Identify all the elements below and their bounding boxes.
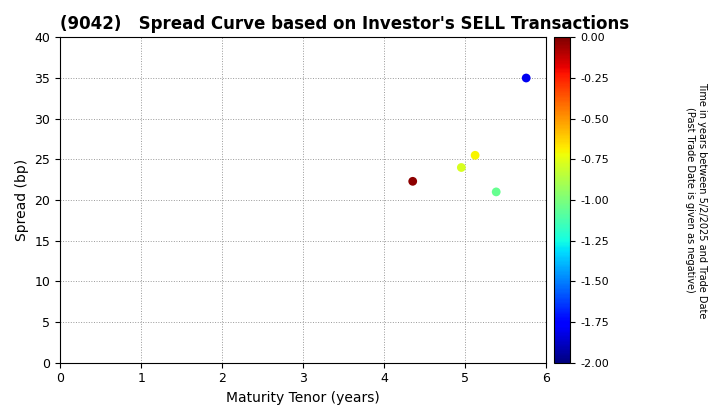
Point (469, 152, 481, 159)
Text: (9042)   Spread Curve based on Investor's SELL Transactions: (9042) Spread Curve based on Investor's … (60, 15, 629, 33)
Y-axis label: Time in years between 5/2/2025 and Trade Date
(Past Trade Date is given as negat: Time in years between 5/2/2025 and Trade… (685, 82, 707, 318)
Point (407, 178, 418, 185)
Point (521, 75, 532, 81)
Point (456, 164, 467, 171)
Y-axis label: Spread (bp): Spread (bp) (15, 159, 29, 241)
Point (490, 189, 502, 195)
X-axis label: Maturity Tenor (years): Maturity Tenor (years) (226, 391, 380, 405)
